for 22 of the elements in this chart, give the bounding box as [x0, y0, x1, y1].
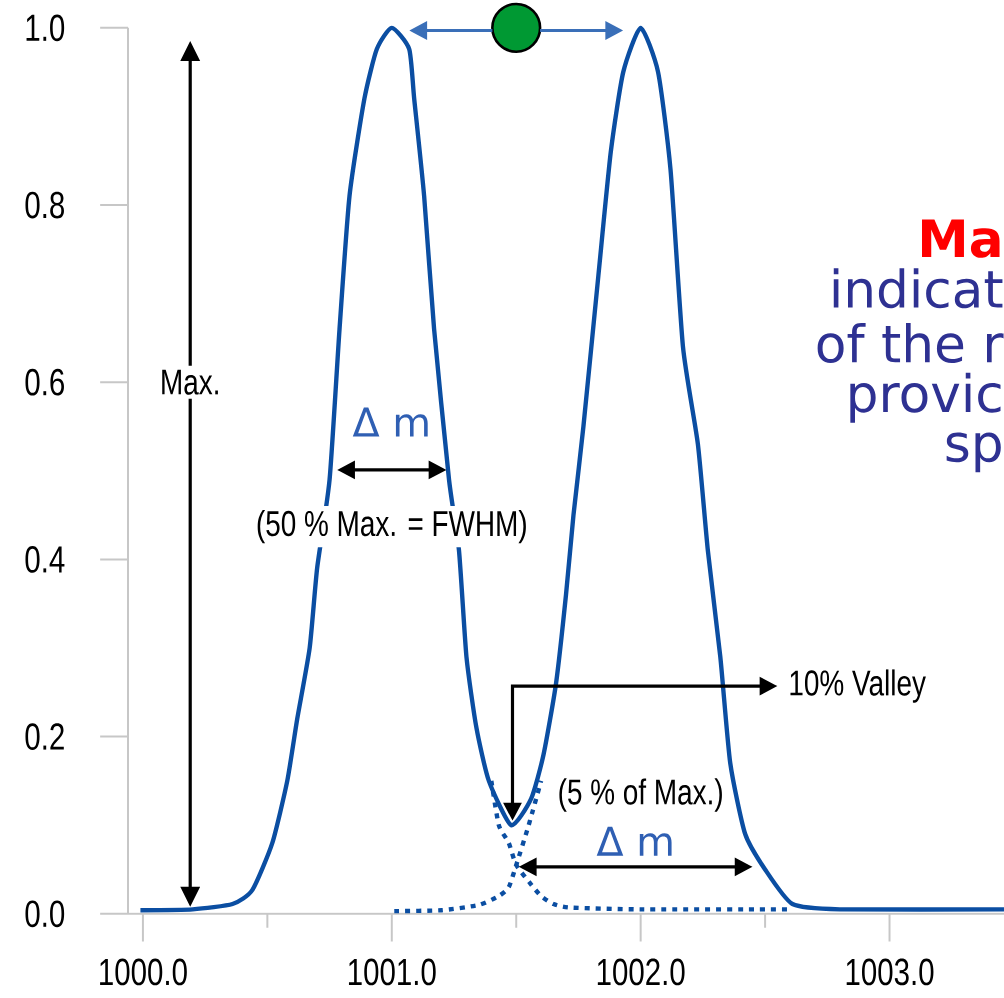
y-tick-label: 1.0 — [26, 14, 65, 42]
x-tick-label: 1003.0 — [846, 958, 934, 986]
annotation: provic — [850, 372, 1001, 423]
annotation: Δ m — [352, 407, 428, 437]
x-tick-label: 1002.0 — [597, 958, 685, 986]
y-tick-label: 0.4 — [25, 545, 65, 573]
y-tick-label: 0.8 — [25, 191, 64, 219]
x-tick-label: 1001.0 — [348, 958, 436, 986]
annotation: indicat — [833, 268, 1003, 309]
annotation: Δ m — [596, 826, 672, 856]
annotation: sp — [946, 432, 1001, 473]
y-tick-label: 0.0 — [25, 900, 65, 928]
y-tick-label: 0.6 — [25, 368, 64, 396]
annotation: 10% Valley — [790, 669, 926, 703]
annotation: of the r — [817, 322, 1004, 363]
annotation: Ma — [922, 219, 1000, 258]
annotation: (5 % of Max.) — [559, 778, 722, 812]
y-tick-label: 0.2 — [25, 723, 64, 750]
annotation: (50 % Max. = FWHM) — [257, 509, 526, 544]
x-tick-label: 1000.0 — [100, 958, 187, 986]
line-series — [138, 25, 1004, 913]
annotation: Max. — [162, 369, 218, 395]
